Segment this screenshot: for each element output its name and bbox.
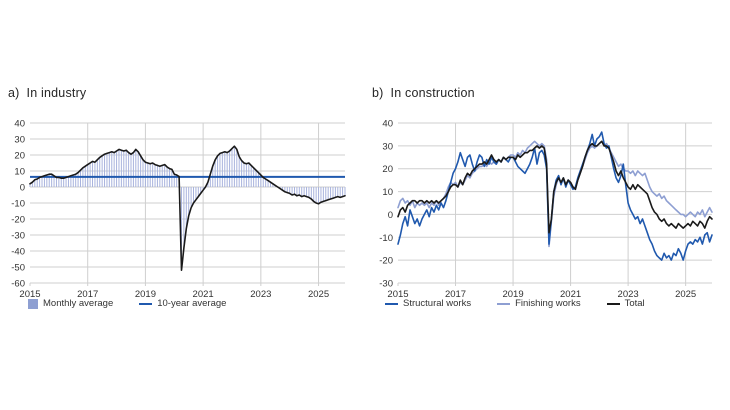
x-tick-label: 2019 bbox=[135, 289, 156, 300]
legend-label-ten-year-average: 10-year average bbox=[157, 298, 227, 309]
industry-panel-label: a) bbox=[8, 86, 20, 100]
industry-chart: -60 -50 -40 -30 -20 -10 0 10 20 30 40 2015 2017 2019 2… bbox=[11, 119, 346, 300]
structural-works-swatch-icon bbox=[385, 302, 398, 305]
y-tick-label: 10 bbox=[14, 167, 25, 178]
x-tick-label: 2021 bbox=[193, 289, 214, 300]
legend-label-finishing-works: Finishing works bbox=[515, 298, 581, 309]
y-tick-label: -20 bbox=[379, 256, 393, 267]
x-tick-label: 2021 bbox=[560, 289, 581, 300]
x-tick-label: 2015 bbox=[19, 289, 40, 300]
construction-panel-title: b) In construction bbox=[372, 86, 475, 100]
legend-item-structural-works: Structural works bbox=[385, 298, 471, 309]
total-swatch-icon bbox=[606, 302, 620, 305]
y-tick-label: 20 bbox=[382, 164, 393, 175]
y-tick-label: -10 bbox=[11, 199, 25, 210]
x-tick-label: 2019 bbox=[502, 289, 523, 300]
construction-legend: Structural works Finishing works Total bbox=[385, 298, 645, 309]
y-tick-label: 30 bbox=[14, 135, 25, 146]
y-tick-label: 40 bbox=[14, 119, 25, 130]
construction-title-text: In construction bbox=[390, 86, 475, 100]
y-tick-label: 10 bbox=[382, 187, 393, 198]
x-tick-label: 2023 bbox=[618, 289, 639, 300]
industry-title-text: In industry bbox=[26, 86, 87, 100]
y-tick-label: -20 bbox=[11, 215, 25, 226]
legend-item-monthly-average: Monthly average bbox=[28, 298, 113, 309]
y-tick-label: 0 bbox=[388, 210, 393, 221]
industry-panel-title: a) In industry bbox=[8, 86, 86, 100]
series-monthly-average bbox=[29, 145, 346, 271]
industry-legend: Monthly average 10-year average bbox=[28, 298, 226, 309]
legend-item-finishing-works: Finishing works bbox=[497, 298, 581, 309]
construction-chart: -30 -20 -10 0 10 20 30 40 2015 2017 2019 2021 2023 20… bbox=[379, 119, 713, 300]
y-tick-label: -50 bbox=[11, 263, 25, 274]
monthly-average-swatch-icon bbox=[28, 298, 38, 309]
y-tick-label: 30 bbox=[382, 141, 393, 152]
legend-item-ten-year-average: 10-year average bbox=[139, 298, 226, 309]
x-tick-label: 2023 bbox=[250, 289, 271, 300]
legend-label-structural-works: Structural works bbox=[403, 298, 472, 309]
series-total bbox=[397, 140, 713, 234]
construction-panel-label: b) bbox=[372, 86, 384, 100]
x-tick-label: 2017 bbox=[77, 289, 98, 300]
y-tick-label: -40 bbox=[11, 247, 25, 258]
series-finishing-works bbox=[397, 140, 713, 248]
y-tick-label: 20 bbox=[14, 151, 25, 162]
x-tick-label: 2017 bbox=[445, 289, 466, 300]
y-tick-label: 40 bbox=[382, 119, 393, 130]
y-tick-label: 0 bbox=[20, 183, 25, 194]
x-tick-label: 2025 bbox=[675, 289, 696, 300]
ten-year-average-swatch-icon bbox=[139, 302, 153, 305]
x-tick-label: 2015 bbox=[387, 289, 408, 300]
y-tick-label: -30 bbox=[379, 279, 393, 290]
y-tick-label: -30 bbox=[11, 231, 25, 242]
legend-label-total: Total bbox=[624, 298, 645, 309]
legend-item-total: Total bbox=[606, 298, 645, 309]
y-tick-label: -60 bbox=[11, 279, 25, 290]
y-tick-label: -10 bbox=[379, 233, 393, 244]
finishing-works-swatch-icon bbox=[497, 302, 511, 305]
x-tick-label: 2025 bbox=[308, 289, 329, 300]
legend-label-monthly-average: Monthly average bbox=[43, 298, 114, 309]
